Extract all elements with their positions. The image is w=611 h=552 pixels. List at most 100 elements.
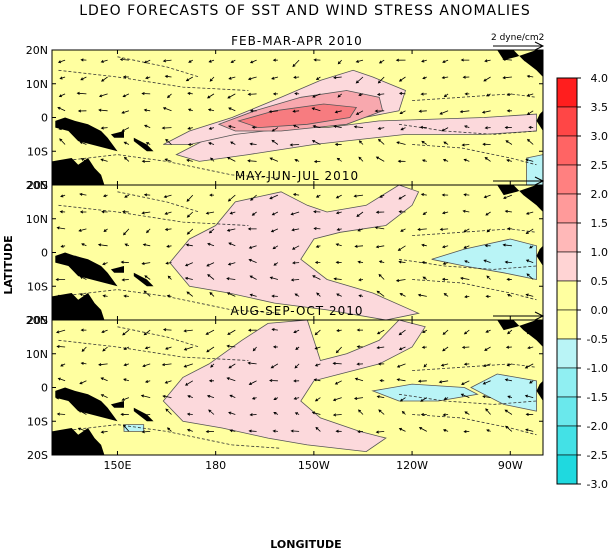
wind-arrow bbox=[165, 408, 172, 415]
wind-arrow bbox=[529, 245, 534, 249]
wind-arrow bbox=[56, 412, 66, 416]
wind-arrow bbox=[293, 379, 300, 383]
wind-arrow bbox=[167, 275, 172, 280]
wind-arrow bbox=[293, 75, 300, 79]
colorbar-swatch bbox=[556, 106, 578, 137]
panel-1-plot-area bbox=[52, 50, 543, 185]
y-tick-label: 10S bbox=[27, 415, 48, 428]
wind-arrow bbox=[183, 346, 193, 351]
wind-arrow bbox=[337, 93, 342, 98]
wind-arrow bbox=[227, 125, 236, 129]
wind-arrow bbox=[102, 262, 108, 266]
wind-arrow bbox=[334, 110, 342, 114]
wind-arrow bbox=[441, 245, 449, 249]
wind-arrow bbox=[272, 58, 278, 62]
wind-arrow bbox=[97, 243, 108, 247]
wind-arrow bbox=[227, 194, 236, 202]
wind-arrow bbox=[313, 227, 321, 231]
wind-arrow bbox=[507, 329, 513, 335]
wind-arrow bbox=[358, 93, 364, 97]
wind-arrow bbox=[400, 127, 406, 131]
wind-arrow bbox=[376, 329, 385, 335]
x-tick-label: 180 bbox=[205, 459, 226, 472]
wind-arrow bbox=[269, 378, 278, 383]
wind-arrow bbox=[123, 156, 130, 162]
y-tick-label: 0 bbox=[41, 382, 48, 395]
wind-arrow bbox=[525, 158, 534, 162]
wind-arrow bbox=[144, 275, 151, 280]
wind-arrow bbox=[378, 260, 385, 264]
wind-arrow bbox=[122, 75, 129, 79]
wind-arrow bbox=[379, 194, 385, 198]
colorbar-swatch bbox=[556, 193, 578, 224]
wind-arrow bbox=[100, 430, 108, 434]
wind-arrow bbox=[398, 194, 406, 200]
wind-arrow bbox=[421, 345, 427, 349]
y-tick-label: 0 bbox=[41, 112, 48, 125]
wind-arrow bbox=[506, 277, 512, 281]
wind-arrow bbox=[184, 276, 193, 280]
wind-arrow bbox=[141, 261, 151, 266]
wind-arrow bbox=[291, 245, 300, 250]
wind-arrow bbox=[122, 424, 130, 432]
wind-arrow bbox=[356, 328, 364, 332]
wind-arrow bbox=[526, 273, 534, 280]
wind-arrow bbox=[100, 158, 108, 162]
wind-arrow bbox=[462, 75, 470, 79]
wind-arrow bbox=[273, 397, 279, 400]
wind-arrow bbox=[206, 93, 215, 99]
wind-arrow bbox=[398, 76, 406, 82]
wind-arrow bbox=[526, 93, 534, 97]
wind-arrow bbox=[461, 380, 470, 385]
wind-arrow bbox=[502, 76, 512, 80]
y-tick-label: 20S bbox=[27, 449, 48, 462]
map-panel-1: FEB-MAR-APR 2010 2 dyne/cm2 20N 10N 0 10S 20S bbox=[26, 33, 545, 192]
wind-arrow bbox=[464, 92, 470, 96]
wind-arrow bbox=[206, 394, 215, 398]
dashed-contour-3 bbox=[398, 393, 537, 405]
wind-arrow bbox=[314, 346, 321, 350]
wind-arrow bbox=[60, 244, 66, 248]
panel-3-plot-area bbox=[52, 320, 543, 455]
wind-arrow bbox=[505, 140, 513, 145]
wind-arrow bbox=[463, 362, 470, 366]
wind-arrow bbox=[505, 345, 512, 349]
dashed-contour-2 bbox=[58, 154, 282, 179]
colorbar-swatch bbox=[556, 367, 578, 398]
wind-arrow bbox=[98, 108, 108, 112]
wind-arrow bbox=[248, 380, 257, 385]
wind-arrow bbox=[59, 76, 66, 80]
wind-arrow bbox=[207, 108, 215, 112]
anomaly-region-4 bbox=[237, 103, 358, 129]
australia-landmass bbox=[52, 428, 105, 455]
wind-arrow bbox=[98, 93, 108, 98]
wind-arrow bbox=[101, 76, 108, 82]
wind-arrow bbox=[355, 76, 364, 84]
wind-arrow bbox=[398, 329, 406, 336]
wind-arrow bbox=[486, 275, 491, 280]
y-tick-label: 20N bbox=[26, 179, 48, 192]
wind-arrow bbox=[294, 159, 300, 162]
wind-arrow bbox=[507, 395, 513, 399]
wind-arrow bbox=[332, 413, 342, 417]
wind-arrow bbox=[187, 395, 193, 398]
wind-arrow bbox=[123, 228, 130, 236]
wind-arrow bbox=[504, 409, 513, 415]
colorbar-label: -2.0 bbox=[587, 420, 608, 433]
wind-arrow bbox=[312, 124, 321, 128]
wind-arrow bbox=[187, 91, 193, 96]
wind-arrow bbox=[270, 228, 279, 233]
wind-arrow bbox=[441, 76, 449, 80]
wind-arrow bbox=[442, 329, 449, 335]
wind-arrow bbox=[207, 274, 215, 280]
wind-arrow bbox=[377, 76, 385, 84]
wind-arrow bbox=[78, 228, 87, 232]
colorbar-label: -1.5 bbox=[587, 391, 608, 404]
wind-arrow bbox=[165, 346, 172, 350]
wind-arrow bbox=[336, 157, 342, 162]
wind-arrow bbox=[208, 59, 215, 63]
wind-arrow bbox=[334, 380, 342, 385]
wind-arrow bbox=[292, 59, 300, 68]
wind-arrow bbox=[249, 109, 257, 113]
wind-arrow bbox=[376, 290, 385, 297]
